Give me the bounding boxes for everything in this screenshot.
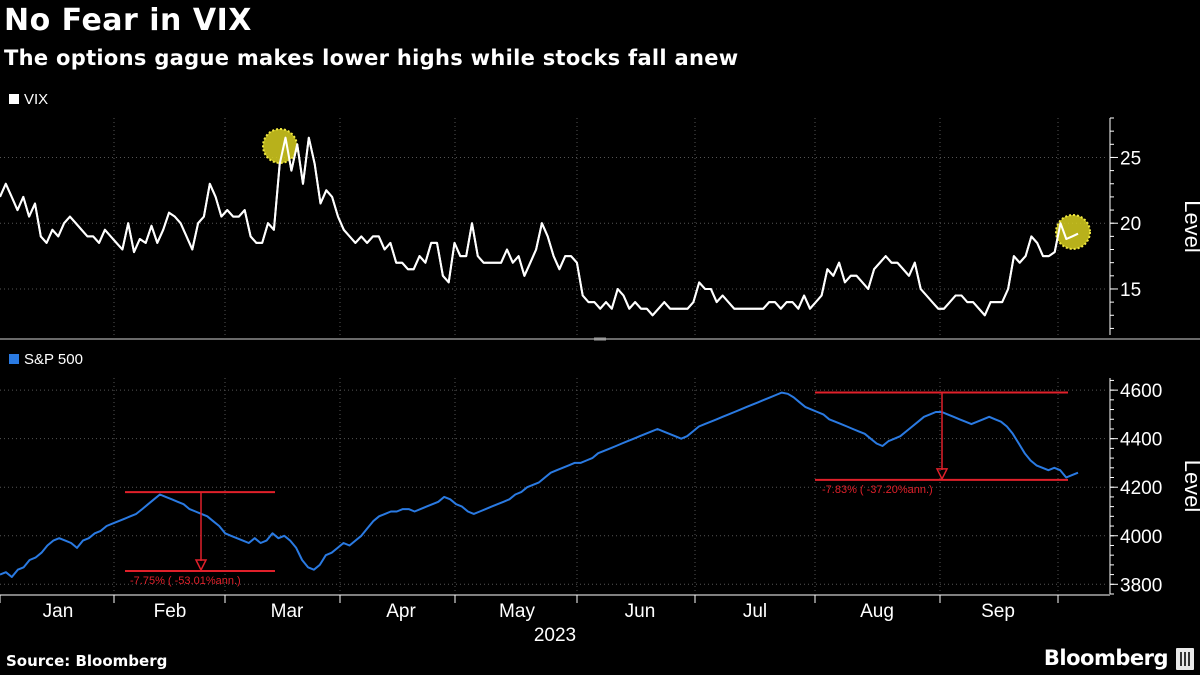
spx-tick-label: 3800 bbox=[1120, 575, 1162, 596]
vix-axis-label: Level bbox=[1180, 200, 1200, 253]
spx-tick-label: 4000 bbox=[1120, 527, 1162, 548]
chart-title: No Fear in VIX bbox=[4, 3, 252, 38]
x-tick-label: Jul bbox=[743, 601, 767, 622]
drawdown-arrow-head bbox=[935, 468, 949, 481]
x-axis-year-label: 2023 bbox=[534, 625, 576, 646]
source-note: Source: Bloomberg bbox=[6, 652, 168, 670]
x-tick-label: Mar bbox=[271, 601, 304, 622]
drawdown-arrow-head bbox=[194, 559, 208, 572]
spx-tick-label: 4400 bbox=[1120, 430, 1162, 451]
x-tick-label: Jun bbox=[625, 601, 656, 622]
vix-tick-label: 15 bbox=[1120, 280, 1141, 301]
bloomberg-terminal-icon bbox=[1176, 648, 1194, 670]
spx-axis-label: Level bbox=[1180, 460, 1200, 513]
x-tick-label: Jan bbox=[43, 601, 74, 622]
x-tick-label: Apr bbox=[386, 601, 416, 622]
spx-legend-swatch bbox=[9, 354, 19, 364]
vix-series-line-overlay bbox=[0, 136, 1079, 317]
vix-highlight-circle bbox=[262, 128, 298, 164]
x-tick-label: Sep bbox=[981, 601, 1015, 622]
vix-legend-label: VIX bbox=[24, 91, 48, 108]
spx-series-line bbox=[0, 391, 1079, 578]
vix-legend-swatch bbox=[9, 94, 19, 104]
drawdown-label: -7.75% ( -53.01%ann.) bbox=[130, 575, 241, 587]
x-tick-label: Feb bbox=[154, 601, 187, 622]
brand-logo: Bloomberg bbox=[1043, 646, 1169, 670]
drawdown-label: -7.83% ( -37.20%ann.) bbox=[822, 484, 933, 496]
spx-tick-label: 4600 bbox=[1120, 381, 1162, 402]
vix-highlight-circle bbox=[1055, 214, 1091, 250]
x-tick-label: May bbox=[499, 601, 535, 622]
vix-tick-label: 25 bbox=[1120, 148, 1141, 169]
chart-subtitle: The options gague makes lower highs whil… bbox=[4, 46, 739, 70]
spx-legend-label: S&P 500 bbox=[24, 351, 83, 368]
x-tick-label: Aug bbox=[860, 601, 894, 622]
spx-tick-label: 4200 bbox=[1120, 478, 1162, 499]
vix-tick-label: 20 bbox=[1120, 214, 1141, 235]
